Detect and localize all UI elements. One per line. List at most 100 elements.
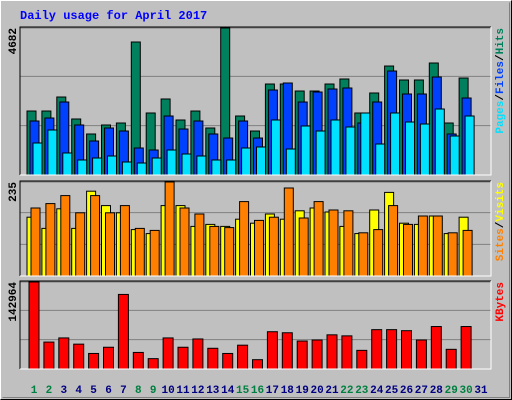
x-tick-label: 14 bbox=[221, 385, 235, 397]
bar bbox=[360, 112, 371, 176]
panel-border bbox=[19, 180, 491, 276]
legend-entry: Files bbox=[495, 61, 507, 94]
bar bbox=[75, 212, 86, 277]
x-tick-label: 24 bbox=[370, 385, 384, 397]
bar bbox=[90, 195, 101, 277]
bar bbox=[285, 148, 296, 176]
bar bbox=[226, 159, 237, 176]
bar bbox=[179, 207, 190, 277]
x-tick-label: 8 bbox=[135, 385, 142, 397]
bar bbox=[237, 344, 249, 370]
bar bbox=[117, 293, 129, 370]
legend: Pages/Files/Hits bbox=[495, 28, 507, 134]
bar bbox=[343, 210, 354, 277]
bar bbox=[330, 119, 341, 176]
x-tick-label: 29 bbox=[445, 385, 458, 397]
bar bbox=[403, 223, 413, 277]
bar bbox=[296, 340, 308, 370]
panel-border bbox=[20, 27, 492, 176]
x-tick-label: 9 bbox=[150, 385, 157, 397]
x-tick-label: 3 bbox=[60, 385, 67, 397]
x-tick-label: 27 bbox=[415, 385, 428, 397]
bar bbox=[43, 341, 55, 370]
bar bbox=[88, 352, 100, 370]
x-tick-label: 22 bbox=[340, 385, 353, 397]
x-tick-label: 21 bbox=[325, 385, 339, 397]
legend-entry: Hits bbox=[495, 28, 507, 54]
bar bbox=[462, 229, 473, 277]
bar bbox=[47, 129, 58, 176]
bar bbox=[434, 108, 445, 176]
bar bbox=[207, 347, 219, 370]
bar bbox=[460, 326, 472, 370]
bar bbox=[45, 203, 56, 277]
bar bbox=[196, 155, 207, 176]
bar bbox=[181, 153, 192, 176]
x-tick-label: 1 bbox=[31, 385, 38, 397]
bar bbox=[300, 125, 311, 176]
bar bbox=[105, 212, 115, 277]
bar bbox=[270, 119, 281, 176]
x-tick-label: 25 bbox=[385, 385, 399, 397]
x-tick-label: 12 bbox=[191, 385, 204, 397]
panel-border bbox=[20, 181, 492, 277]
bar bbox=[166, 149, 177, 176]
bar bbox=[119, 205, 130, 277]
y-tick-label: 4682 bbox=[8, 28, 20, 54]
bar bbox=[328, 209, 339, 277]
bar bbox=[464, 115, 475, 176]
bar bbox=[252, 359, 263, 370]
bar bbox=[386, 329, 398, 370]
bar bbox=[266, 331, 278, 370]
x-tick-label: 18 bbox=[281, 385, 295, 397]
legend-entry: Sites bbox=[495, 228, 507, 261]
bar bbox=[121, 161, 132, 176]
bar bbox=[313, 201, 324, 277]
bar bbox=[241, 147, 252, 176]
bar bbox=[432, 215, 443, 277]
panel-border bbox=[19, 280, 491, 369]
bar bbox=[211, 159, 222, 176]
panel-border bbox=[20, 281, 492, 370]
x-tick-label: 6 bbox=[105, 385, 112, 397]
bar bbox=[103, 346, 114, 370]
bar bbox=[326, 334, 338, 370]
bar bbox=[177, 346, 189, 370]
x-tick-label: 16 bbox=[251, 385, 264, 397]
bar bbox=[194, 213, 205, 277]
bar bbox=[58, 337, 70, 370]
x-tick-label: 30 bbox=[459, 385, 472, 397]
x-tick-label: 23 bbox=[355, 385, 369, 397]
bar bbox=[430, 326, 442, 370]
bar bbox=[132, 351, 144, 370]
bar bbox=[32, 142, 43, 176]
x-tick-label: 13 bbox=[206, 385, 220, 397]
bar bbox=[136, 162, 147, 176]
legend-separator: / bbox=[495, 54, 507, 61]
bar bbox=[222, 352, 234, 370]
bar bbox=[311, 339, 323, 370]
bar bbox=[298, 217, 309, 277]
bar bbox=[445, 348, 457, 370]
bar bbox=[30, 207, 41, 277]
bar bbox=[388, 205, 399, 277]
bar bbox=[341, 335, 353, 370]
bar bbox=[358, 232, 369, 277]
bar bbox=[254, 219, 264, 277]
x-tick-label: 26 bbox=[400, 385, 413, 397]
bar bbox=[107, 155, 117, 176]
bar bbox=[401, 330, 412, 370]
bar bbox=[73, 343, 85, 370]
bar bbox=[268, 216, 279, 277]
x-tick-label: 31 bbox=[474, 385, 488, 397]
bar bbox=[164, 181, 175, 277]
legend-separator: / bbox=[495, 221, 507, 228]
bar bbox=[371, 329, 383, 370]
x-tick-label: 20 bbox=[310, 385, 323, 397]
x-tick-label: 15 bbox=[236, 385, 250, 397]
x-tick-label: 5 bbox=[90, 385, 97, 397]
